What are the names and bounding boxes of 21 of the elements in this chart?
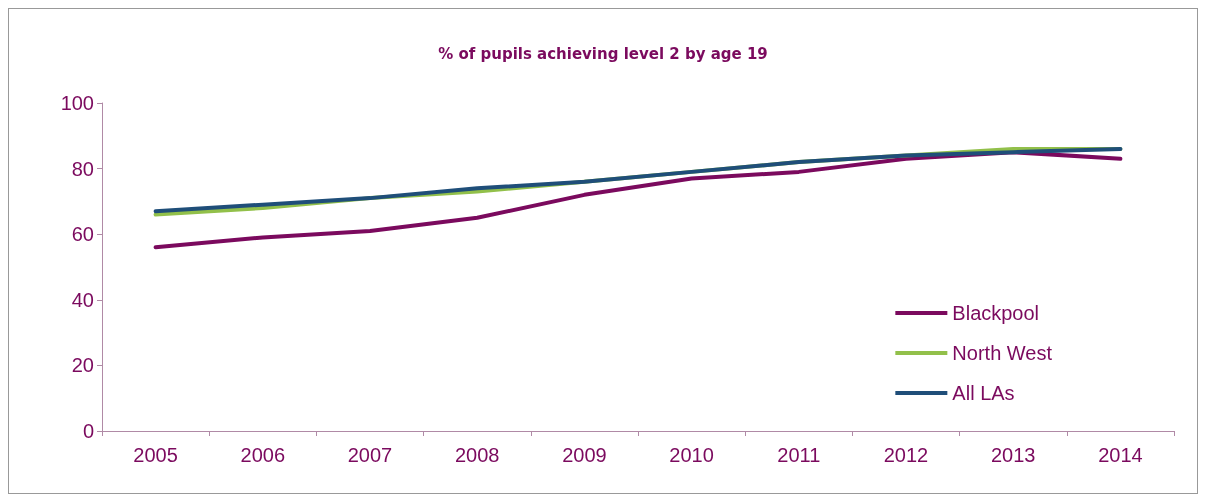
line-series <box>153 150 1123 250</box>
x-tick-label: 2005 <box>133 444 178 466</box>
legend-label: Blackpool <box>952 302 1040 324</box>
legend-label: All LAs <box>952 382 1015 404</box>
x-tick-label: 2007 <box>347 444 393 466</box>
x-tick-label: 2014 <box>1098 444 1143 466</box>
legend-label: North West <box>952 342 1053 364</box>
y-tick-label: 80 <box>71 157 94 180</box>
y-tick-label: 100 <box>60 92 94 114</box>
y-tick-label: 40 <box>71 288 94 311</box>
x-tick-label: 2009 <box>562 444 607 466</box>
x-tick-label: 2013 <box>990 444 1036 466</box>
y-tick-label: 0 <box>82 420 94 442</box>
x-tick-label: 2008 <box>454 444 500 466</box>
x-tick-label: 2010 <box>669 444 714 466</box>
x-tick-label: 2012 <box>883 444 929 466</box>
x-tick-label: 2011 <box>777 444 821 466</box>
chart-title: % of pupils achieving level 2 by age 19 <box>438 44 768 63</box>
x-tick-label: 2006 <box>240 444 286 466</box>
y-tick-label: 20 <box>71 354 94 377</box>
y-tick-label: 60 <box>71 223 94 246</box>
